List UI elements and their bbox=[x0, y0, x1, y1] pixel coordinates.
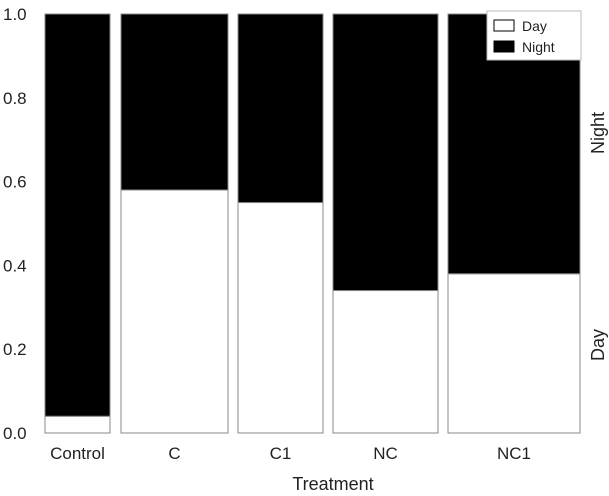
bars bbox=[44, 13, 581, 434]
x-tick-label: NC bbox=[373, 444, 398, 463]
bar-segment-day bbox=[120, 189, 229, 434]
y-tick-label: 0.4 bbox=[3, 256, 27, 275]
bar-segment-night bbox=[332, 13, 439, 292]
y-axis-ticks: 0.0 0.2 0.4 0.6 0.8 1.0 bbox=[3, 5, 27, 443]
x-tick-label: C bbox=[168, 444, 180, 463]
y-tick-label: 0.8 bbox=[3, 89, 27, 108]
y-tick-label: 0.0 bbox=[3, 424, 27, 443]
bar-segment-day bbox=[447, 273, 581, 434]
legend: Day Night bbox=[486, 10, 582, 61]
x-tick-label: NC1 bbox=[497, 444, 531, 463]
bar-segment-night bbox=[237, 13, 324, 204]
side-label-night: Night bbox=[588, 112, 608, 154]
x-tick-label: Control bbox=[50, 444, 105, 463]
y-tick-label: 0.2 bbox=[3, 340, 27, 359]
bar-segment-day bbox=[332, 290, 439, 434]
y-tick-label: 0.6 bbox=[3, 173, 27, 192]
y-tick-label: 1.0 bbox=[3, 5, 27, 24]
x-tick-label: C1 bbox=[270, 444, 292, 463]
bar-segment-night bbox=[120, 13, 229, 191]
bar-segment-night bbox=[44, 13, 111, 417]
x-axis-ticks: Control C C1 NC NC1 bbox=[50, 444, 531, 463]
side-label-day: Day bbox=[588, 329, 608, 361]
legend-label-day: Day bbox=[522, 18, 547, 34]
legend-swatch-night bbox=[493, 40, 515, 53]
bar-segment-day bbox=[237, 202, 324, 434]
bar-segment-day bbox=[44, 415, 111, 434]
legend-label-night: Night bbox=[522, 39, 555, 55]
legend-swatch-day bbox=[493, 19, 515, 32]
x-axis-title: Treatment bbox=[292, 474, 373, 494]
